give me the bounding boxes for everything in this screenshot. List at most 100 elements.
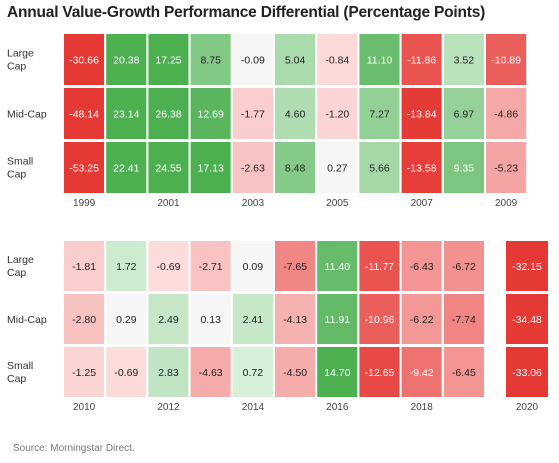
- heatmap-cell: [504, 345, 550, 399]
- heatmap-cell: [315, 140, 360, 195]
- heatmap-cell: [230, 292, 276, 346]
- cell-value: 0.29: [116, 314, 137, 326]
- year-label: 2009: [495, 198, 518, 209]
- cell-value: -7.74: [452, 314, 476, 326]
- cell-value: -6.43: [410, 261, 434, 273]
- cell-value: 2.41: [243, 314, 264, 326]
- heatmap-cell: [104, 140, 149, 195]
- heatmap-cell: [146, 86, 191, 141]
- heatmap-cell: [399, 140, 444, 195]
- year-label: 2003: [242, 198, 265, 209]
- cell-value: -12.65: [365, 367, 395, 379]
- cell-value: 0.72: [243, 367, 264, 379]
- cell-value: 22.41: [113, 163, 139, 175]
- heatmap-cell: [441, 140, 486, 195]
- cell-value: -1.81: [72, 261, 96, 273]
- heatmap-cell: [357, 86, 402, 141]
- cell-value: -0.69: [114, 367, 138, 379]
- year-label: 2001: [157, 198, 180, 209]
- cell-value: -4.13: [283, 314, 307, 326]
- row-label: Small Cap: [7, 360, 33, 385]
- cell-value: -4.50: [283, 367, 307, 379]
- cell-value: -0.09: [241, 55, 265, 67]
- cell-value: -9.42: [410, 367, 434, 379]
- cell-value: 0.09: [243, 261, 264, 273]
- cell-value: -1.20: [325, 109, 349, 121]
- heatmap-cell: [188, 86, 233, 141]
- cell-value: -6.72: [452, 261, 476, 273]
- heatmap-cell: [146, 292, 191, 346]
- cell-value: 12.69: [198, 109, 224, 121]
- heatmap-panel-1: Large Cap Mid-Cap Small Cap -30.66 20.38 17.25 8…: [7, 32, 529, 209]
- year-label: 2005: [326, 198, 349, 209]
- heatmap-cell: [357, 239, 402, 293]
- heatmap-cell: [230, 140, 276, 195]
- cell-value: -10.96: [365, 314, 395, 326]
- cell-value: -1.77: [241, 109, 265, 121]
- heatmap-cell: [104, 345, 149, 399]
- cell-value: 14.70: [324, 367, 350, 379]
- row-label: Small Cap: [7, 156, 33, 181]
- cell-value: -7.65: [283, 261, 307, 273]
- heatmap-cell: [357, 292, 402, 346]
- heatmap-cell: [357, 140, 402, 195]
- cell-value: 20.38: [113, 55, 139, 67]
- cell-value: 2.83: [158, 367, 179, 379]
- heatmap-cell: [504, 239, 550, 293]
- cell-value: 17.13: [198, 163, 224, 175]
- heatmap-cell: [484, 32, 529, 87]
- cell-value: -6.45: [452, 367, 476, 379]
- cell-value: -4.86: [494, 109, 518, 121]
- heatmap-cell: [273, 345, 318, 399]
- heatmap-panel-2: Large Cap Mid-Cap Small Cap -1.81 1.72 -0.69 -2.…: [7, 239, 486, 413]
- heatmap-cell: [146, 140, 191, 195]
- heatmap-cell: [399, 345, 444, 399]
- cell-value: -4.63: [199, 367, 223, 379]
- cell-value: -2.80: [72, 314, 96, 326]
- year-label: 2016: [326, 402, 349, 413]
- chart-title: Annual Value-Growth Performance Differen…: [7, 4, 486, 21]
- heatmap-cell: [273, 140, 318, 195]
- row-label: Mid-Cap: [7, 109, 47, 121]
- cell-value: -11.86: [407, 55, 436, 67]
- cell-value: 4.60: [285, 109, 306, 121]
- year-label: 2012: [157, 402, 180, 413]
- cell-value: 17.25: [155, 55, 181, 67]
- cell-value: -13.84: [407, 109, 437, 121]
- year-label: 2018: [411, 402, 434, 413]
- cell-value: -1.25: [72, 367, 96, 379]
- year-label: 2007: [411, 198, 434, 209]
- heatmap-cell: [104, 86, 149, 141]
- heatmap-cell: [399, 32, 444, 87]
- heatmap-cell: [273, 32, 318, 87]
- cell-value: -0.84: [325, 55, 349, 67]
- cell-value: 11.10: [367, 55, 393, 67]
- row-label: Mid-Cap: [7, 314, 47, 326]
- cell-value: 3.52: [454, 55, 475, 67]
- cell-value: 5.04: [285, 55, 306, 67]
- heatmap-cell: [273, 239, 318, 293]
- heatmap-cell: [188, 239, 233, 293]
- cell-value: 1.72: [116, 261, 137, 273]
- cell-value: -0.69: [157, 261, 181, 273]
- cell-value: 11.40: [325, 261, 351, 273]
- heatmap-cell: [315, 32, 360, 87]
- cell-value: -13.58: [407, 163, 437, 175]
- cell-value: 0.27: [327, 163, 348, 175]
- cell-value: -33.06: [512, 367, 542, 379]
- cell-value: -48.14: [69, 109, 99, 121]
- cell-value: -30.66: [69, 55, 99, 67]
- cell-value: -53.25: [69, 163, 99, 175]
- cell-value: -32.15: [512, 261, 542, 273]
- cell-value: -5.23: [494, 163, 518, 175]
- cell-value: 6.97: [454, 109, 475, 121]
- heatmap-cell: [315, 86, 360, 141]
- row-label: Large Cap: [7, 48, 34, 73]
- cell-value: -2.71: [199, 261, 223, 273]
- cell-value: 5.66: [369, 163, 390, 175]
- cell-value: 9.35: [454, 163, 475, 175]
- cell-value: -10.89: [491, 55, 521, 67]
- heatmap-panel-3: -32.15 -34.48 -33.06 2020: [504, 239, 550, 413]
- heatmap-cell: [315, 292, 360, 346]
